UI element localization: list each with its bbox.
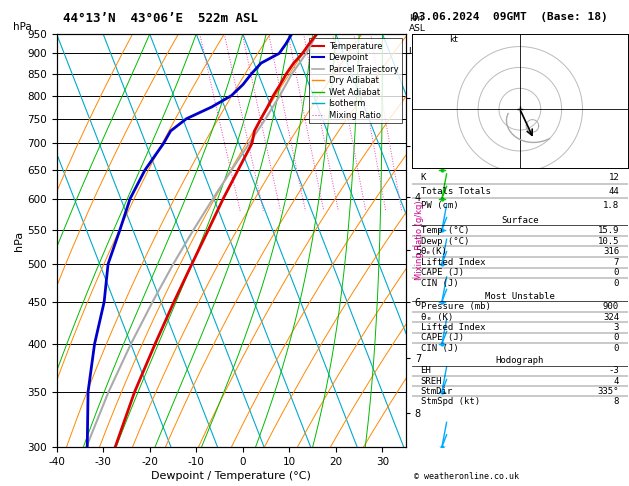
Text: CIN (J): CIN (J) xyxy=(421,279,459,288)
Text: 4: 4 xyxy=(240,28,245,34)
Text: 25: 25 xyxy=(367,28,375,34)
Text: PW (cm): PW (cm) xyxy=(421,201,459,210)
Text: Pressure (mb): Pressure (mb) xyxy=(421,302,491,311)
Text: 03.06.2024  09GMT  (Base: 18): 03.06.2024 09GMT (Base: 18) xyxy=(412,12,608,22)
Text: θₑ (K): θₑ (K) xyxy=(421,312,453,322)
Text: km
ASL: km ASL xyxy=(409,14,426,33)
Text: Surface: Surface xyxy=(501,216,538,225)
Text: 0: 0 xyxy=(614,279,619,288)
Text: StmSpd (kt): StmSpd (kt) xyxy=(421,397,480,406)
X-axis label: Dewpoint / Temperature (°C): Dewpoint / Temperature (°C) xyxy=(151,471,311,481)
Text: 324: 324 xyxy=(603,312,619,322)
Text: 44: 44 xyxy=(608,187,619,196)
Text: 900: 900 xyxy=(603,302,619,311)
Text: hPa: hPa xyxy=(13,21,31,32)
Text: 12: 12 xyxy=(608,173,619,182)
Text: 335°: 335° xyxy=(598,387,619,396)
Text: LCL: LCL xyxy=(408,47,425,56)
Text: Mixing Ratio (g/kg): Mixing Ratio (g/kg) xyxy=(415,201,424,280)
Text: 10: 10 xyxy=(299,28,308,34)
Text: 6: 6 xyxy=(267,28,271,34)
Text: StmDir: StmDir xyxy=(421,387,453,396)
Text: 316: 316 xyxy=(603,247,619,256)
Text: Most Unstable: Most Unstable xyxy=(485,292,555,301)
Text: EH: EH xyxy=(421,366,431,375)
Text: CIN (J): CIN (J) xyxy=(421,344,459,353)
Text: 7: 7 xyxy=(614,258,619,267)
Text: © weatheronline.co.uk: © weatheronline.co.uk xyxy=(414,472,519,481)
Text: 8: 8 xyxy=(286,28,291,34)
Text: 0: 0 xyxy=(614,333,619,342)
Text: 44°13’N  43°06’E  522m ASL: 44°13’N 43°06’E 522m ASL xyxy=(63,12,258,25)
Text: 1.8: 1.8 xyxy=(603,201,619,210)
Text: 4: 4 xyxy=(614,377,619,385)
Text: Lifted Index: Lifted Index xyxy=(421,258,485,267)
Text: CAPE (J): CAPE (J) xyxy=(421,333,464,342)
Text: SREH: SREH xyxy=(421,377,442,385)
Text: K: K xyxy=(421,173,426,182)
Text: 3: 3 xyxy=(222,28,226,34)
Text: 15: 15 xyxy=(328,28,337,34)
Text: Lifted Index: Lifted Index xyxy=(421,323,485,332)
Text: θₑ(K): θₑ(K) xyxy=(421,247,447,256)
Text: -3: -3 xyxy=(608,366,619,375)
Text: kt: kt xyxy=(449,35,458,44)
Legend: Temperature, Dewpoint, Parcel Trajectory, Dry Adiabat, Wet Adiabat, Isotherm, Mi: Temperature, Dewpoint, Parcel Trajectory… xyxy=(309,38,401,123)
Text: Dewp (°C): Dewp (°C) xyxy=(421,237,469,246)
Text: 3: 3 xyxy=(614,323,619,332)
Y-axis label: hPa: hPa xyxy=(14,230,25,251)
Text: 15.9: 15.9 xyxy=(598,226,619,235)
Text: 0: 0 xyxy=(614,344,619,353)
Text: 2: 2 xyxy=(198,28,202,34)
Text: Hodograph: Hodograph xyxy=(496,356,544,365)
Text: 0: 0 xyxy=(614,268,619,278)
Text: Temp (°C): Temp (°C) xyxy=(421,226,469,235)
Text: 10.5: 10.5 xyxy=(598,237,619,246)
Text: Totals Totals: Totals Totals xyxy=(421,187,491,196)
Text: 8: 8 xyxy=(614,397,619,406)
Text: 20: 20 xyxy=(350,28,359,34)
Text: CAPE (J): CAPE (J) xyxy=(421,268,464,278)
